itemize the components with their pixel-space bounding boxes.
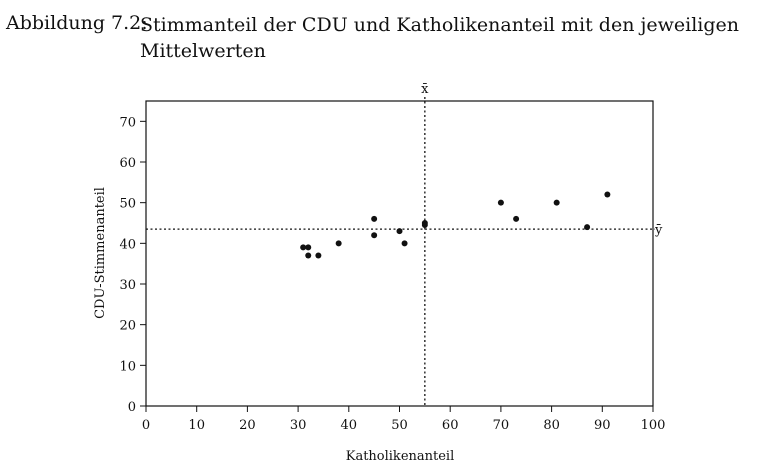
y-tick-label: 30 <box>119 278 136 293</box>
y-tick-label: 10 <box>119 359 136 374</box>
mean-y-label: ȳ <box>654 223 663 238</box>
data-point <box>497 199 504 206</box>
data-point <box>315 252 322 259</box>
y-tick-label: 0 <box>128 400 136 415</box>
x-tick-label: 100 <box>641 418 666 433</box>
data-point <box>305 252 312 259</box>
x-tick-label: 0 <box>142 418 150 433</box>
x-axis-title: Katholikenanteil <box>346 449 455 464</box>
y-tick-label: 20 <box>119 319 136 334</box>
x-tick-label: 30 <box>290 418 307 433</box>
data-point <box>553 199 560 206</box>
data-point <box>305 244 312 251</box>
x-tick-label: 50 <box>391 418 408 433</box>
x-tick-label: 40 <box>341 418 358 433</box>
data-point <box>335 240 342 247</box>
data-point <box>396 228 403 235</box>
data-point <box>300 244 307 251</box>
x-tick-label: 20 <box>239 418 256 433</box>
data-points <box>300 191 611 259</box>
y-tick-label: 40 <box>119 237 136 252</box>
y-tick-label: 60 <box>119 156 136 171</box>
x-tick-label: 10 <box>188 418 205 433</box>
data-point <box>604 191 611 198</box>
data-point <box>584 224 591 231</box>
data-point <box>513 215 520 222</box>
figure-caption: Stimmanteil der CDU und Katholikenanteil… <box>140 14 740 62</box>
mean-x-label: x̄ <box>421 82 429 97</box>
x-tick-label: 90 <box>594 418 611 433</box>
y-tick-label: 70 <box>119 115 136 130</box>
y-axis-title: CDU-Stimmenanteil <box>93 187 108 319</box>
y-axis-ticks: 0 10 20 30 40 50 60 70 <box>119 115 146 415</box>
x-axis-ticks: 0 10 20 30 40 50 60 70 80 90 100 <box>142 406 666 433</box>
data-point <box>371 215 378 222</box>
x-tick-label: 80 <box>543 418 560 433</box>
data-point <box>401 240 408 247</box>
x-tick-label: 70 <box>493 418 510 433</box>
data-point <box>421 222 428 229</box>
y-tick-label: 50 <box>119 197 136 212</box>
x-tick-label: 60 <box>442 418 459 433</box>
plot-frame <box>145 100 654 407</box>
figure-label: Abbildung 7.2: <box>6 12 148 34</box>
data-point <box>371 232 378 239</box>
